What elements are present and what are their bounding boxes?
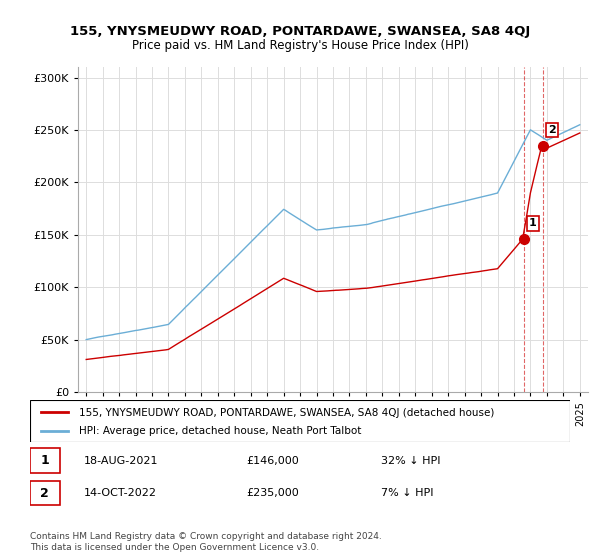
Text: 2: 2 [40, 487, 49, 500]
Text: £146,000: £146,000 [246, 456, 299, 465]
Text: 2: 2 [548, 125, 556, 135]
FancyBboxPatch shape [30, 480, 60, 506]
Text: HPI: Average price, detached house, Neath Port Talbot: HPI: Average price, detached house, Neat… [79, 427, 361, 436]
Text: Price paid vs. HM Land Registry's House Price Index (HPI): Price paid vs. HM Land Registry's House … [131, 39, 469, 52]
FancyBboxPatch shape [30, 448, 60, 473]
Text: 14-OCT-2022: 14-OCT-2022 [84, 488, 157, 498]
FancyBboxPatch shape [30, 400, 570, 442]
Text: £235,000: £235,000 [246, 488, 299, 498]
Text: 155, YNYSMEUDWY ROAD, PONTARDAWE, SWANSEA, SA8 4QJ: 155, YNYSMEUDWY ROAD, PONTARDAWE, SWANSE… [70, 25, 530, 38]
Text: 1: 1 [529, 218, 537, 228]
Text: 32% ↓ HPI: 32% ↓ HPI [381, 456, 440, 465]
Text: 155, YNYSMEUDWY ROAD, PONTARDAWE, SWANSEA, SA8 4QJ (detached house): 155, YNYSMEUDWY ROAD, PONTARDAWE, SWANSE… [79, 408, 494, 418]
Text: 18-AUG-2021: 18-AUG-2021 [84, 456, 158, 465]
Text: Contains HM Land Registry data © Crown copyright and database right 2024.
This d: Contains HM Land Registry data © Crown c… [30, 532, 382, 552]
Text: 1: 1 [40, 454, 49, 467]
Text: 7% ↓ HPI: 7% ↓ HPI [381, 488, 433, 498]
